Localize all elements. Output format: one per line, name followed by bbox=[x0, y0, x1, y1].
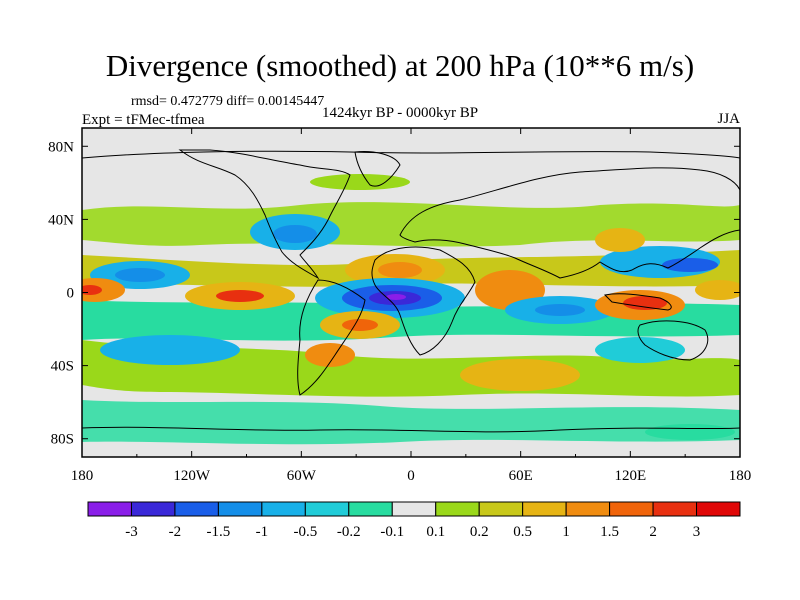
y-tick-label: 0 bbox=[67, 286, 75, 302]
x-tick-label: 60E bbox=[509, 468, 533, 484]
x-tick-label: 180 bbox=[71, 468, 94, 484]
feature-dateline-orange bbox=[695, 280, 740, 300]
colorbar-label: 2 bbox=[649, 524, 657, 540]
colorbar-swatch bbox=[435, 501, 480, 517]
colorbar-swatch bbox=[652, 501, 698, 517]
colorbar-label: -0.5 bbox=[293, 524, 317, 540]
colorbar-swatch bbox=[261, 501, 306, 517]
y-tick-label: 80S bbox=[51, 432, 74, 448]
coast-australia bbox=[637, 320, 709, 361]
coast-antarctica bbox=[82, 426, 740, 433]
feature-c-pacific-blue bbox=[115, 268, 165, 282]
feature-s-atlantic-red bbox=[342, 319, 378, 331]
x-tick-label: 60W bbox=[287, 468, 317, 484]
colorbar-swatch bbox=[391, 501, 437, 517]
feature-e-pacific-red bbox=[216, 290, 264, 302]
x-tick-label: 120E bbox=[614, 468, 646, 484]
colorbar-label: 0.5 bbox=[513, 524, 532, 540]
colorbar-swatch bbox=[304, 501, 350, 517]
chart-title: Divergence (smoothed) at 200 hPa (10**6 … bbox=[105, 48, 695, 83]
colorbar-swatch bbox=[522, 501, 567, 517]
x-tick-label: 0 bbox=[407, 468, 415, 484]
band-south-midlat bbox=[82, 340, 740, 397]
feature-arctic-green bbox=[310, 174, 410, 190]
x-tick-label: 120W bbox=[173, 468, 211, 484]
colorbar-swatch bbox=[478, 501, 524, 517]
feature-australia-cyan bbox=[595, 337, 685, 363]
feature-n-atlantic-blue bbox=[273, 225, 317, 243]
colorbar-label: -1.5 bbox=[207, 524, 231, 540]
x-tick-label: 180 bbox=[729, 468, 752, 484]
colorbar: -3 -2 -1.5 -1 -0.5 -0.2 -0.1 0.1 0.2 0.5 1 1.5 2 3 bbox=[87, 501, 741, 540]
feature-s-pacific-cyan bbox=[100, 335, 240, 365]
colorbar-label: 0.1 bbox=[426, 524, 445, 540]
feature-antarctic-cyan bbox=[645, 424, 735, 440]
coastlines bbox=[82, 149, 740, 433]
colorbar-label: -2 bbox=[169, 524, 182, 540]
feature-atlantic-min bbox=[386, 294, 406, 300]
feature-nw-pacific-blue bbox=[662, 258, 718, 272]
coast-indonesia bbox=[603, 293, 672, 311]
map-axes: 180 120W 60W 0 60E 120E 180 80N 40N 0 40S 80S bbox=[48, 128, 751, 484]
season-label: JJA bbox=[717, 111, 740, 127]
y-tick-label: 40S bbox=[51, 359, 74, 375]
y-tick-label: 80N bbox=[48, 139, 74, 155]
colorbar-label: -0.2 bbox=[337, 524, 361, 540]
divergence-field bbox=[82, 174, 740, 445]
colorbar-label: 0.2 bbox=[470, 524, 489, 540]
colorbar-swatch bbox=[609, 501, 654, 517]
coast-eurasia bbox=[399, 167, 740, 279]
colorbar-swatch bbox=[174, 501, 219, 517]
feature-w-pacific-orange bbox=[82, 278, 125, 302]
colorbar-swatch bbox=[130, 501, 176, 517]
colorbar-label: 1 bbox=[562, 524, 570, 540]
colorbar-swatch bbox=[217, 501, 263, 517]
coast-greenland bbox=[354, 151, 401, 187]
feature-s-america-orange bbox=[305, 343, 355, 367]
colorbar-label: -0.1 bbox=[380, 524, 404, 540]
colorbar-swatch bbox=[696, 501, 741, 517]
colorbar-swatch bbox=[565, 501, 611, 517]
coast-north-edge bbox=[82, 150, 740, 159]
band-southern-ocean bbox=[82, 400, 740, 445]
colorbar-label: -3 bbox=[125, 524, 138, 540]
feature-s-indian-orange bbox=[460, 359, 580, 391]
colorbar-swatch bbox=[348, 501, 393, 517]
y-tick-label: 40N bbox=[48, 212, 74, 228]
colorbar-label: -1 bbox=[256, 524, 269, 540]
feature-maritime-red bbox=[623, 296, 667, 310]
coast-africa bbox=[371, 246, 476, 356]
feature-n-africa-core bbox=[378, 262, 422, 278]
colorbar-swatch bbox=[87, 501, 132, 517]
feature-indian-blue bbox=[535, 304, 585, 316]
feature-asia-orange bbox=[595, 228, 645, 252]
stats-label: rmsd= 0.472779 diff= 0.00145447 bbox=[131, 94, 325, 109]
band-north-midlat bbox=[82, 202, 740, 247]
experiment-label: Expt = tFMec-tfmea bbox=[82, 112, 205, 128]
coast-south-america bbox=[297, 279, 366, 396]
colorbar-label: 1.5 bbox=[600, 524, 619, 540]
colorbar-label: 3 bbox=[693, 524, 701, 540]
period-label: 1424kyr BP - 0000kyr BP bbox=[321, 105, 479, 121]
coast-north-america bbox=[178, 149, 351, 280]
